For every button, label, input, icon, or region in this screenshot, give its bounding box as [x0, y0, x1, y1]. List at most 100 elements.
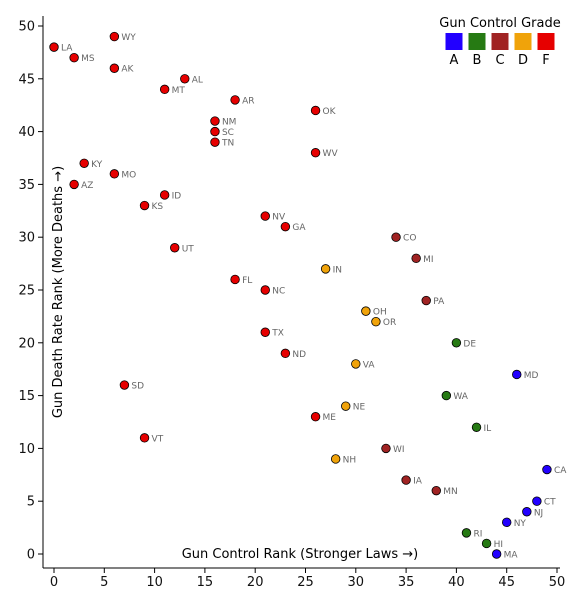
data-point-va: VA	[351, 359, 375, 370]
data-point-ar: AR	[230, 95, 255, 106]
data-point-ut: UT	[170, 243, 194, 254]
point-label: ME	[323, 413, 337, 423]
point-label: KS	[152, 202, 164, 212]
y-tick-label: 0	[27, 548, 35, 563]
data-point-in: IN	[320, 264, 342, 275]
point-label: HI	[494, 540, 503, 550]
data-point-ca: CA	[542, 464, 567, 476]
point-marker	[280, 221, 291, 232]
point-label: IA	[413, 477, 423, 487]
point-label: MA	[504, 551, 519, 561]
point-marker	[361, 306, 371, 316]
legend-label-d: D	[518, 53, 528, 68]
data-point-de: DE	[451, 338, 476, 349]
point-label: MT	[172, 86, 186, 96]
data-point-mt: MT	[159, 84, 186, 96]
y-tick-label: 10	[18, 442, 35, 457]
data-point-ia: IA	[401, 475, 423, 487]
point-marker	[69, 52, 79, 63]
point-marker	[310, 412, 321, 422]
y-ticks: 0 5 10 15 20 25 30 35 40 45 50	[18, 20, 43, 563]
point-label: VT	[152, 434, 164, 444]
y-tick-label: 50	[18, 20, 35, 35]
point-label: WA	[453, 392, 468, 402]
data-point-ok: OK	[310, 105, 337, 117]
point-label: MO	[121, 170, 136, 180]
y-tick-label: 30	[18, 231, 35, 246]
point-marker	[441, 390, 452, 401]
point-marker	[502, 517, 512, 528]
data-point-co: CO	[391, 232, 416, 244]
point-label: NE	[353, 403, 366, 413]
point-label: NJ	[534, 508, 543, 518]
point-label: NH	[343, 455, 357, 465]
point-marker	[371, 316, 381, 327]
point-marker	[69, 179, 79, 190]
point-marker	[532, 496, 542, 506]
point-marker	[79, 158, 89, 168]
point-marker	[401, 475, 411, 485]
point-marker	[351, 359, 361, 369]
data-point-id: ID	[159, 190, 181, 201]
point-marker	[341, 401, 351, 411]
x-tick-label: 35	[398, 575, 415, 590]
data-point-tx: TX	[260, 327, 284, 339]
y-tick-label: 20	[18, 336, 35, 351]
point-marker	[139, 200, 150, 211]
point-marker	[461, 528, 472, 538]
data-point-nj: NJ	[522, 507, 543, 518]
data-point-ks: KS	[139, 200, 164, 212]
data-point-wy: WY	[109, 31, 136, 43]
point-label: RI	[473, 529, 482, 539]
point-marker	[159, 190, 170, 200]
point-label: MS	[81, 54, 95, 64]
data-point-ri: RI	[461, 528, 482, 539]
point-marker	[320, 264, 331, 274]
point-label: UT	[182, 244, 195, 254]
point-label: FL	[242, 276, 252, 286]
point-label: PA	[433, 297, 445, 307]
legend-title: Gun Control Grade	[439, 16, 560, 31]
point-marker	[260, 327, 270, 337]
point-label: TX	[271, 329, 284, 339]
data-point-hi: HI	[481, 538, 503, 550]
data-point-sd: SD	[119, 380, 144, 392]
data-point-nm: NM	[210, 116, 236, 128]
point-label: DE	[463, 339, 476, 349]
data-point-mi: MI	[411, 253, 434, 265]
point-label: TN	[221, 139, 234, 149]
point-marker	[170, 243, 180, 253]
data-point-nv: NV	[260, 211, 286, 223]
point-label: LA	[61, 44, 73, 54]
point-label: WI	[393, 445, 405, 455]
data-point-ms: MS	[69, 52, 95, 64]
point-label: WY	[121, 33, 136, 43]
point-marker	[471, 422, 482, 432]
point-label: AK	[121, 65, 134, 75]
point-marker	[109, 169, 120, 179]
y-tick-label: 5	[27, 495, 35, 510]
point-label: IN	[333, 265, 342, 275]
point-marker	[481, 538, 492, 549]
y-axis-title: Gun Death Rate Rank (More Deaths →)	[51, 166, 66, 418]
point-marker	[330, 454, 341, 464]
data-point-wi: WI	[381, 443, 405, 455]
data-point-az: AZ	[69, 179, 93, 191]
data-point-tn: TN	[210, 137, 234, 149]
point-label: OR	[383, 318, 396, 328]
data-point-ky: KY	[79, 158, 103, 170]
y-tick-label: 40	[18, 125, 35, 140]
data-point-oh: OH	[361, 306, 387, 318]
point-label: CO	[403, 234, 416, 244]
point-label: NY	[514, 519, 527, 529]
data-point-pa: PA	[421, 295, 445, 307]
data-point-mo: MO	[109, 169, 136, 180]
x-tick-label: 45	[498, 575, 515, 590]
point-label: AR	[242, 96, 254, 106]
point-marker	[542, 464, 552, 475]
point-marker	[451, 338, 462, 348]
point-marker	[431, 485, 441, 496]
point-label: NC	[272, 287, 285, 297]
